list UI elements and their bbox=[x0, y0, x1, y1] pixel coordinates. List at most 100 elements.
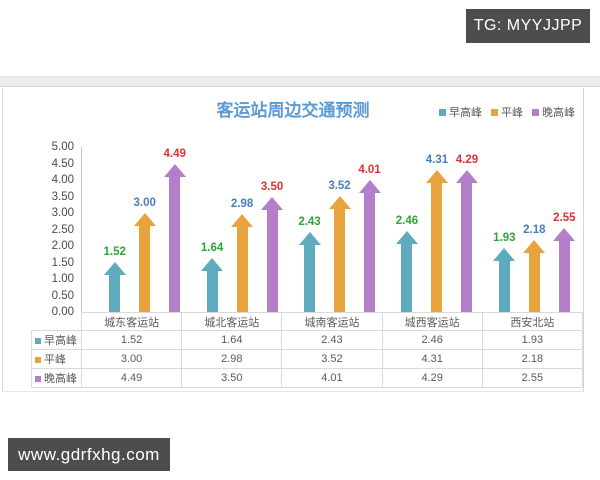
legend-label: 晚高峰 bbox=[542, 107, 575, 119]
arrow-head-icon bbox=[133, 213, 156, 226]
watermark-bottom-badge: www.gdrfxhg.com bbox=[8, 438, 170, 471]
bar-arrow: 2.18 bbox=[523, 224, 546, 312]
arrow-head-icon bbox=[261, 196, 284, 210]
table-value-cell: 3.52 bbox=[281, 349, 383, 369]
watermark-bottom-text: www.gdrfxhg.com bbox=[18, 444, 160, 464]
arrow-head-icon bbox=[358, 179, 381, 193]
table-header-cell: 城西客运站 bbox=[381, 312, 483, 331]
arrow-head-icon bbox=[201, 257, 224, 271]
legend-swatch-icon bbox=[439, 108, 446, 116]
bar-group: 1.52 3.00 4.49 bbox=[96, 148, 193, 312]
table-value-cell: 2.18 bbox=[481, 349, 584, 369]
table-header-cell: 城南客运站 bbox=[281, 312, 383, 331]
arrow-head-icon bbox=[328, 195, 351, 209]
table-value-cell: 4.31 bbox=[381, 349, 483, 369]
table-value-cell: 3.50 bbox=[181, 368, 283, 388]
arrow-head-icon bbox=[103, 261, 126, 275]
bar-arrow: 2.55 bbox=[553, 212, 576, 312]
table-value-cell: 2.55 bbox=[481, 368, 584, 388]
table-value-cell: 3.00 bbox=[80, 349, 183, 369]
arrow-head-icon bbox=[493, 248, 516, 262]
series-swatch-icon bbox=[35, 338, 41, 345]
bar-group: 2.46 4.31 4.29 bbox=[388, 154, 485, 312]
plot-area: 1.52 3.00 4.49 1.64 2.98 3.50 2.43 3.52 4.01 2.46… bbox=[81, 147, 583, 312]
y-axis-tick-label: 5.00 bbox=[51, 141, 74, 153]
legend-swatch-icon bbox=[491, 108, 498, 116]
bar-value-label: 2.43 bbox=[298, 215, 321, 228]
bar-value-label: 2.55 bbox=[553, 211, 576, 224]
bar-arrow: 1.93 bbox=[493, 232, 516, 312]
table-row: 平峰 3.00 2.98 3.52 4.31 2.18 bbox=[31, 349, 584, 369]
y-axis-tick-label: 1.50 bbox=[51, 256, 74, 269]
bar-arrow: 2.43 bbox=[298, 216, 321, 312]
table-value-cell: 4.01 bbox=[281, 368, 383, 388]
legend-label: 平峰 bbox=[501, 107, 523, 119]
table-value-cell: 4.29 bbox=[381, 368, 483, 388]
arrow-head-icon bbox=[523, 240, 546, 254]
bar-value-label: 4.49 bbox=[163, 147, 186, 160]
arrow-head-icon bbox=[163, 163, 186, 177]
table-value-cell: 2.43 bbox=[281, 330, 383, 350]
table-row: 早高峰 1.52 1.64 2.43 2.46 1.93 bbox=[31, 330, 584, 350]
bar-arrow: 1.52 bbox=[103, 246, 126, 312]
y-axis-tick-label: 3.50 bbox=[51, 190, 74, 203]
y-axis-tick-label: 2.50 bbox=[51, 223, 74, 236]
arrow-head-icon bbox=[553, 227, 576, 241]
legend-item: 平峰 bbox=[491, 104, 523, 120]
chart-panel: 客运站周边交通预测 早高峰 平峰 晚高峰 5.00 4.50 4.00 3.50 3.00 2… bbox=[2, 88, 584, 392]
y-axis-tick-label: 3.00 bbox=[51, 207, 74, 219]
arrow-stem bbox=[334, 208, 346, 312]
arrow-head-icon bbox=[231, 213, 254, 227]
bar-value-label: 4.29 bbox=[455, 154, 479, 167]
bar-value-label: 4.31 bbox=[425, 153, 449, 166]
bar-value-label: 2.46 bbox=[395, 214, 419, 227]
arrow-head-icon bbox=[425, 169, 448, 183]
y-axis-tick-label: 0.50 bbox=[51, 289, 74, 302]
y-axis-tick-label: 0.00 bbox=[51, 306, 74, 318]
bar-arrow: 2.98 bbox=[231, 198, 254, 312]
y-axis: 5.00 4.50 4.00 3.50 3.00 2.50 2.00 1.50 1.00 0.50… bbox=[31, 141, 81, 318]
chart-body: 5.00 4.50 4.00 3.50 3.00 2.50 2.00 1.50 1.00 0.50… bbox=[31, 141, 583, 318]
table-header-cell: 城东客运站 bbox=[80, 312, 183, 331]
table-category-row: 城东客运站 城北客运站 城南客运站 城西客运站 西安北站 bbox=[32, 312, 584, 331]
data-table: 城东客运站 城北客运站 城南客运站 城西客运站 西安北站 早高峰 1.52 1.64 2.43 2… bbox=[31, 312, 584, 388]
arrow-stem bbox=[169, 176, 181, 312]
arrow-head-icon bbox=[298, 231, 321, 245]
bar-arrow: 3.52 bbox=[328, 180, 351, 312]
arrow-stem bbox=[109, 274, 121, 312]
arrow-stem bbox=[304, 244, 316, 312]
bar-value-label: 1.64 bbox=[200, 241, 224, 254]
bar-group: 1.93 2.18 2.55 bbox=[486, 212, 583, 312]
bar-arrow: 2.46 bbox=[396, 215, 418, 312]
arrow-stem bbox=[236, 226, 248, 312]
bar-arrow: 4.01 bbox=[358, 164, 381, 312]
arrow-stem bbox=[498, 261, 510, 312]
arrow-stem bbox=[364, 192, 376, 312]
bar-arrow: 4.49 bbox=[163, 148, 186, 312]
bar-value-label: 3.00 bbox=[133, 197, 156, 209]
arrow-head-icon bbox=[455, 170, 478, 184]
arrow-stem bbox=[266, 209, 278, 312]
watermark-top-text: TG: MYYJJPP bbox=[473, 17, 583, 34]
bar-value-label: 3.52 bbox=[328, 179, 351, 192]
arrow-stem bbox=[206, 270, 218, 312]
table-value-cell: 1.93 bbox=[481, 330, 584, 350]
bar-arrow: 1.64 bbox=[201, 242, 224, 312]
bar-value-label: 3.50 bbox=[260, 180, 284, 193]
table-value-cell: 1.52 bbox=[80, 330, 183, 350]
watermark-top-badge: TG: MYYJJPP bbox=[466, 9, 590, 43]
legend-item: 晚高峰 bbox=[532, 104, 575, 120]
table-value-cell: 2.98 bbox=[181, 349, 283, 369]
table-value-cell: 4.49 bbox=[80, 368, 183, 388]
table-header-cell: 西安北站 bbox=[481, 312, 584, 331]
bar-arrow: 4.31 bbox=[425, 154, 448, 312]
bar-arrow: 4.29 bbox=[455, 154, 478, 312]
bar-value-label: 1.52 bbox=[103, 245, 126, 258]
bar-value-label: 2.98 bbox=[230, 197, 254, 210]
legend-label: 早高峰 bbox=[449, 107, 482, 119]
y-axis-tick-label: 4.00 bbox=[51, 174, 74, 186]
bar-group: 1.64 2.98 3.50 bbox=[193, 181, 290, 312]
chart-header: 客运站周边交通预测 早高峰 平峰 晚高峰 bbox=[3, 88, 583, 122]
bar-value-label: 4.01 bbox=[358, 163, 381, 176]
table-header-cell: 城北客运站 bbox=[181, 312, 283, 331]
